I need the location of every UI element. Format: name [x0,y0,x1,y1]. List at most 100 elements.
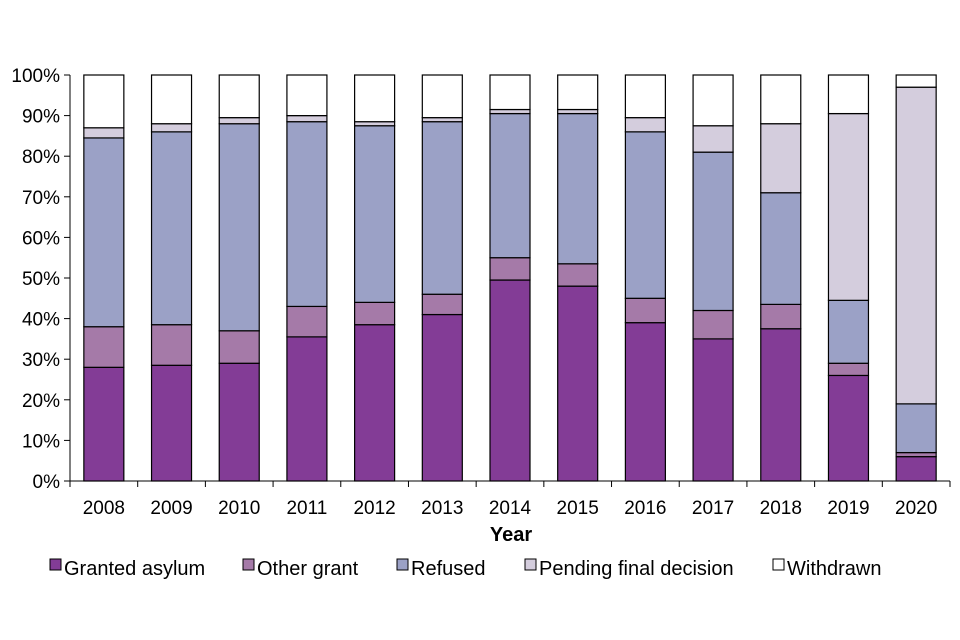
bar-segment-other-grant-2018 [760,303,802,330]
bar-segment-other-grant-2020 [895,451,937,458]
y-tick-label: 80% [22,147,60,168]
x-tick-label-2015: 2015 [557,498,599,519]
x-tick-label-2008: 2008 [83,498,125,519]
legend-label-other-grant: Other grant [257,558,359,580]
bar-segment-pending-final-decision-2020 [895,86,937,405]
legend-swatch-pending-final-decision [524,558,537,571]
bar-segment-granted-asylum-2009 [150,364,193,482]
bar-segment-withdrawn-2010 [218,74,260,119]
y-tick-label: 0% [33,472,61,493]
bar-segment-other-grant-2010 [218,330,260,364]
bar-segment-withdrawn-2018 [760,74,802,125]
y-tick-label: 40% [22,310,60,331]
legend-swatch-withdrawn [772,558,785,571]
bar-segment-pending-final-decision-2019 [827,112,870,301]
y-tick-label: 90% [22,107,60,128]
y-tick-label: 70% [22,188,60,209]
bar-segment-granted-asylum-2014 [489,279,531,482]
x-tick-label-2020: 2020 [895,498,937,519]
x-tick-label-2013: 2013 [421,498,463,519]
bar-segment-other-grant-2013 [421,293,463,316]
legend-label-refused: Refused [411,558,486,580]
bar-segment-pending-final-decision-2018 [760,123,802,194]
bar-segment-refused-2018 [760,192,802,305]
bar-segment-refused-2017 [692,151,734,312]
bar-segment-other-grant-2011 [286,305,328,338]
bar-segment-withdrawn-2019 [827,74,870,115]
bar-segment-pending-final-decision-2015 [557,108,599,115]
bar-segment-withdrawn-2020 [895,74,937,88]
legend-swatch-other-grant [242,558,255,571]
x-tick-label-2019: 2019 [827,498,869,519]
bar-segment-refused-2019 [827,299,870,364]
legend-swatch-granted-asylum [49,558,62,571]
bar-segment-refused-2015 [557,112,599,265]
bar-segment-withdrawn-2017 [692,74,734,127]
bar-segment-pending-final-decision-2017 [692,125,734,153]
legend: Granted asylum Other grant Refused Pending … [49,558,881,580]
bar-segment-pending-final-decision-2012 [354,121,396,127]
bar-segment-other-grant-2016 [624,297,666,324]
axes-layer: 2008 2009 2010 2011 2012 2013 2014 2015 2016 2017… [11,66,951,519]
legend-label-pending-final-decision: Pending final decision [539,558,734,580]
bar-segment-refused-2009 [150,131,193,326]
x-tick-label-2010: 2010 [218,498,260,519]
bar-segment-other-grant-2019 [827,362,870,377]
y-tick-label: 10% [22,431,60,452]
bar-segment-refused-2020 [895,403,937,454]
bar-segment-granted-asylum-2020 [895,456,937,482]
x-tick-label-2018: 2018 [760,498,802,519]
bar-segment-granted-asylum-2016 [624,322,666,482]
bar-segment-pending-final-decision-2016 [624,117,666,133]
legend-label-granted-asylum: Granted asylum [64,558,205,580]
bar-segment-other-grant-2012 [354,301,396,326]
bar-segment-granted-asylum-2008 [83,366,125,482]
bar-segment-withdrawn-2012 [354,74,396,123]
bar-segment-refused-2010 [218,123,260,332]
bars-layer [83,74,937,482]
bar-segment-pending-final-decision-2010 [218,117,260,125]
bar-segment-other-grant-2015 [557,263,599,287]
bar-segment-refused-2014 [489,112,531,259]
bar-segment-withdrawn-2014 [489,74,531,111]
bar-segment-withdrawn-2016 [624,74,666,119]
x-tick-label-2017: 2017 [692,498,734,519]
bar-segment-withdrawn-2009 [150,74,193,125]
legend-label-withdrawn: Withdrawn [787,558,881,580]
y-tick-label: 50% [22,269,60,290]
bar-segment-granted-asylum-2015 [557,285,599,482]
y-tick-label: 60% [22,228,60,249]
bar-segment-withdrawn-2008 [83,74,125,129]
x-tick-label-2009: 2009 [150,498,192,519]
bar-segment-pending-final-decision-2014 [489,108,531,115]
bar-segment-refused-2013 [421,121,463,295]
bar-segment-granted-asylum-2013 [421,313,463,482]
bar-segment-withdrawn-2011 [286,74,328,117]
bar-segment-other-grant-2009 [150,324,193,366]
bar-segment-other-grant-2017 [692,309,734,340]
bar-segment-granted-asylum-2018 [760,328,802,482]
bar-segment-granted-asylum-2011 [286,336,328,482]
bar-segment-refused-2008 [83,137,125,328]
bar-segment-refused-2011 [286,121,328,308]
bar-segment-refused-2016 [624,131,666,299]
y-tick-label: 30% [22,350,60,371]
bar-segment-withdrawn-2015 [557,74,599,111]
bar-segment-other-grant-2008 [83,326,125,368]
bar-segment-pending-final-decision-2011 [286,114,328,123]
y-tick-label: 100% [11,66,60,87]
x-tick-label-2012: 2012 [353,498,395,519]
bar-segment-pending-final-decision-2009 [150,123,193,133]
x-tick-label-2011: 2011 [286,498,327,519]
bar-segment-other-grant-2014 [489,257,531,281]
bar-segment-granted-asylum-2019 [827,374,870,482]
bar-segment-pending-final-decision-2008 [83,127,125,139]
x-tick-label-2014: 2014 [489,498,532,519]
x-axis-title: Year [490,524,532,546]
x-tick-label-2016: 2016 [624,498,666,519]
bar-segment-granted-asylum-2017 [692,338,734,482]
bar-segment-granted-asylum-2010 [218,362,260,482]
bar-segment-pending-final-decision-2013 [421,117,463,123]
y-tick-label: 20% [22,391,60,412]
